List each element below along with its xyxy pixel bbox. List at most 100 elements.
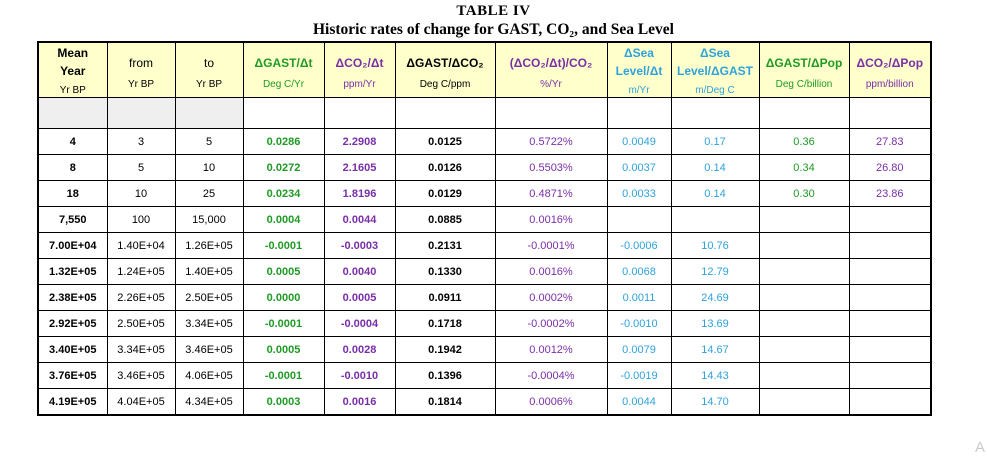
spacer-cell [758, 97, 850, 129]
to-cell: 4.06E+05 [174, 362, 244, 389]
col-header-mean-year: Mean Year Yr BP [37, 41, 108, 98]
mean-year-cell: 2.92E+05 [37, 310, 108, 337]
from-cell: 10 [106, 180, 176, 207]
mean-year-cell: 7.00E+04 [37, 232, 108, 259]
dgast-dco2-cell: 0.1396 [394, 362, 496, 389]
dco2-dpop-cell [848, 232, 932, 259]
from-cell: 100 [106, 206, 176, 233]
dgast-dpop-cell: 0.34 [758, 154, 850, 181]
dgast-dt-cell: -0.0001 [242, 310, 325, 337]
to-cell: 15,000 [174, 206, 244, 233]
dco2-dt-cell: -0.0010 [323, 362, 396, 389]
dgast-dpop-cell [758, 284, 850, 311]
dsea-dt-cell: -0.0010 [606, 310, 672, 337]
dgast-dco2-cell: 0.0911 [394, 284, 496, 311]
to-cell: 10 [174, 154, 244, 181]
dsea-dgast-cell: 24.69 [670, 284, 760, 311]
dsea-dt-cell: -0.0006 [606, 232, 672, 259]
mean-year-cell: 4.19E+05 [37, 388, 108, 416]
to-cell: 1.40E+05 [174, 258, 244, 285]
to-cell: 2.50E+05 [174, 284, 244, 311]
from-cell: 5 [106, 154, 176, 181]
historic-rates-table: Mean Year Yr BP from Yr BP to Yr BP ΔGAS… [37, 41, 932, 416]
dgast-dco2-cell: 0.1718 [394, 310, 496, 337]
dco2-pct-cell: -0.0002% [494, 310, 608, 337]
col-header-dco2-pct: (ΔCO₂/Δt)/CO₂ %/Yr [494, 41, 608, 98]
dsea-dt-cell: 0.0033 [606, 180, 672, 207]
table-row: 8 5 10 0.0272 2.1605 0.0126 0.5503% 0.0037 0.14 0… [37, 154, 932, 181]
dsea-dgast-cell: 0.14 [670, 154, 760, 181]
dsea-dgast-cell: 14.67 [670, 336, 760, 363]
dsea-dgast-cell: 12.79 [670, 258, 760, 285]
dsea-dgast-cell: 0.14 [670, 180, 760, 207]
dco2-dpop-cell [848, 258, 932, 285]
dgast-dco2-cell: 0.2131 [394, 232, 496, 259]
dsea-dgast-cell: 14.70 [670, 388, 760, 416]
spacer-cell [670, 97, 760, 129]
table-row: 7.00E+04 1.40E+04 1.26E+05 -0.0001 -0.0003 0.… [37, 232, 932, 259]
dgast-dco2-cell: 0.1814 [394, 388, 496, 416]
table-row: 2.92E+05 2.50E+05 3.34E+05 -0.0001 -0.0004 0.… [37, 310, 932, 337]
dco2-pct-cell: 0.5503% [494, 154, 608, 181]
dgast-dco2-cell: 0.1330 [394, 258, 496, 285]
dco2-dt-cell: 0.0040 [323, 258, 396, 285]
dco2-dpop-cell [848, 336, 932, 363]
dco2-dpop-cell: 23.86 [848, 180, 932, 207]
col-header-to: to Yr BP [174, 41, 244, 98]
dco2-pct-cell: 0.0002% [494, 284, 608, 311]
dgast-dt-cell: 0.0234 [242, 180, 325, 207]
dco2-pct-cell: 0.0006% [494, 388, 608, 416]
to-cell: 4.34E+05 [174, 388, 244, 416]
dgast-dco2-cell: 0.0885 [394, 206, 496, 233]
mean-year-cell: 2.38E+05 [37, 284, 108, 311]
col-header-dsea-dt: ΔSea Level/Δt m/Yr [606, 41, 672, 98]
dgast-dt-cell: 0.0000 [242, 284, 325, 311]
dsea-dt-cell: 0.0044 [606, 388, 672, 416]
table-row: 3.76E+05 3.46E+05 4.06E+05 -0.0001 -0.0010 0.… [37, 362, 932, 389]
dco2-pct-cell: -0.0004% [494, 362, 608, 389]
mean-year-cell: 1.32E+05 [37, 258, 108, 285]
dco2-dt-cell: 0.0016 [323, 388, 396, 416]
spacer-cell [494, 97, 608, 129]
table-row: 4 3 5 0.0286 2.2908 0.0125 0.5722% 0.0049 0.17 0.… [37, 128, 932, 155]
dgast-dco2-cell: 0.1942 [394, 336, 496, 363]
dco2-dpop-cell: 26.80 [848, 154, 932, 181]
dco2-dpop-cell: 27.83 [848, 128, 932, 155]
to-cell: 25 [174, 180, 244, 207]
to-cell: 3.34E+05 [174, 310, 244, 337]
dsea-dt-cell: 0.0011 [606, 284, 672, 311]
to-cell: 1.26E+05 [174, 232, 244, 259]
col-header-dsea-dgast: ΔSea Level/ΔGAST m/Deg C [670, 41, 760, 98]
dsea-dt-cell: -0.0019 [606, 362, 672, 389]
dgast-dco2-cell: 0.0125 [394, 128, 496, 155]
col-header-dgast-dpop: ΔGAST/ΔPop Deg C/billion [758, 41, 850, 98]
spacer-cell [606, 97, 672, 129]
dsea-dgast-cell [670, 206, 760, 233]
col-header-from: from Yr BP [106, 41, 176, 98]
spacer-cell [106, 97, 176, 129]
dco2-pct-cell: 0.0016% [494, 206, 608, 233]
dsea-dt-cell: 0.0037 [606, 154, 672, 181]
col-header-dgast-dt: ΔGAST/Δt Deg C/Yr [242, 41, 325, 98]
dco2-dpop-cell [848, 388, 932, 416]
dco2-pct-cell: 0.0012% [494, 336, 608, 363]
dco2-dt-cell: 2.2908 [323, 128, 396, 155]
dgast-dpop-cell [758, 388, 850, 416]
dco2-dt-cell: 0.0044 [323, 206, 396, 233]
from-cell: 2.26E+05 [106, 284, 176, 311]
to-cell: 3.46E+05 [174, 336, 244, 363]
watermark-text: A [974, 439, 985, 456]
dsea-dgast-cell: 0.17 [670, 128, 760, 155]
spacer-cell [242, 97, 325, 129]
dco2-pct-cell: 0.5722% [494, 128, 608, 155]
table-number: TABLE IV [456, 3, 531, 19]
dgast-dt-cell: 0.0005 [242, 258, 325, 285]
dco2-dt-cell: 0.0028 [323, 336, 396, 363]
spacer-cell [848, 97, 932, 129]
spacer-cell [394, 97, 496, 129]
from-cell: 4.04E+05 [106, 388, 176, 416]
dgast-dpop-cell: 0.36 [758, 128, 850, 155]
dgast-dco2-cell: 0.0126 [394, 154, 496, 181]
col-header-dgast-dco2: ΔGAST/ΔCO₂ Deg C/ppm [394, 41, 496, 98]
dco2-dpop-cell [848, 310, 932, 337]
